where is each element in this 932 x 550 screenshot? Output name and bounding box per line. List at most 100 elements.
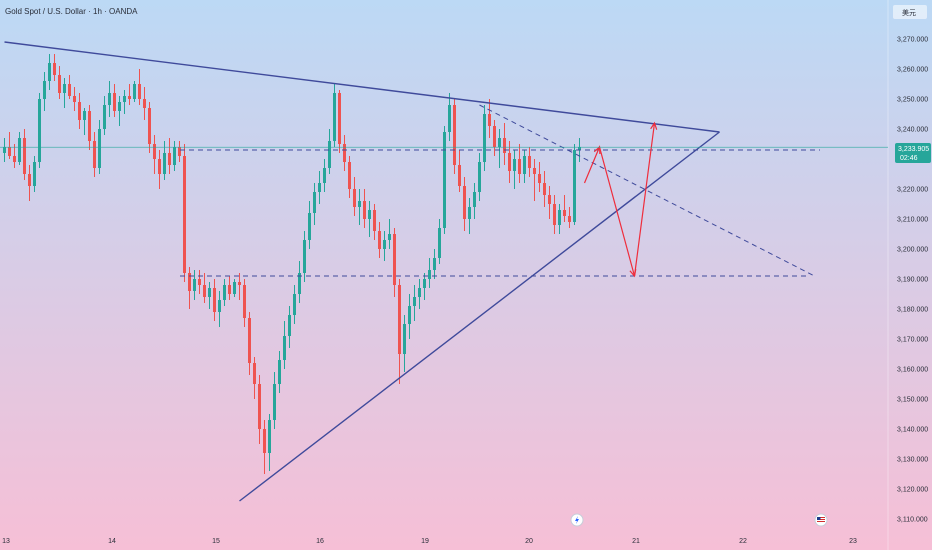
candle <box>523 150 526 183</box>
x-tick-label: 14 <box>108 538 116 545</box>
candle <box>333 84 336 147</box>
projection-path[interactable] <box>583 122 656 277</box>
candle <box>393 228 396 297</box>
candle <box>418 279 421 309</box>
candle <box>73 87 76 111</box>
candle <box>543 171 546 207</box>
candle <box>28 165 31 201</box>
candle <box>373 204 376 240</box>
candle <box>388 219 391 249</box>
y-tick-label: 3,250.000 <box>897 97 928 104</box>
projection-arrowhead <box>629 269 637 278</box>
candle <box>253 357 256 399</box>
candle <box>188 267 191 309</box>
candle <box>103 96 106 135</box>
candle <box>448 93 451 141</box>
y-tick-label: 3,220.000 <box>897 187 928 194</box>
y-tick-label: 3,120.000 <box>897 487 928 494</box>
candle <box>53 54 56 81</box>
currency-unit-label[interactable]: 美元 <box>902 8 916 17</box>
support-trendline[interactable] <box>239 131 720 502</box>
candle <box>48 54 51 90</box>
candle <box>238 273 241 300</box>
candle <box>453 99 456 174</box>
candle <box>538 162 541 192</box>
candle <box>143 87 146 120</box>
candle <box>283 321 286 369</box>
y-tick-label: 3,190.000 <box>897 277 928 284</box>
symbol-title[interactable]: Gold Spot / U.S. Dollar · 1h · OANDA <box>5 7 138 16</box>
candle <box>358 189 361 225</box>
candle <box>353 177 356 216</box>
candle <box>78 93 81 129</box>
candle-countdown: 02:46 <box>900 155 918 162</box>
candle <box>493 120 496 156</box>
candle <box>173 141 176 171</box>
candle <box>113 84 116 117</box>
y-tick-label: 3,260.000 <box>897 67 928 74</box>
candle <box>58 66 61 99</box>
candle <box>438 219 441 264</box>
candle <box>548 186 551 219</box>
candle <box>308 201 311 249</box>
candle <box>488 99 491 138</box>
candle <box>193 270 196 300</box>
candle <box>43 72 46 111</box>
x-tick-label: 22 <box>739 538 747 545</box>
candle <box>23 129 26 180</box>
candle <box>228 276 231 300</box>
candle <box>458 150 461 192</box>
candle <box>478 153 481 201</box>
candle <box>423 273 426 300</box>
candle <box>183 144 186 282</box>
candle <box>463 177 466 231</box>
candle <box>518 144 521 183</box>
candle <box>303 231 306 282</box>
candle <box>328 129 331 174</box>
candles-layer <box>3 54 581 474</box>
candle <box>248 312 251 375</box>
candle <box>413 285 416 321</box>
x-tick-label: 16 <box>316 538 324 545</box>
candle <box>368 201 371 237</box>
y-tick-label: 3,200.000 <box>897 247 928 254</box>
candle <box>273 372 276 429</box>
last-price-value: 3,233.905 <box>898 146 929 153</box>
candle <box>313 183 316 225</box>
x-tick-label: 19 <box>421 538 429 545</box>
candle <box>408 294 411 339</box>
y-tick-label: 3,160.000 <box>897 367 928 374</box>
candle <box>468 198 471 234</box>
candle <box>258 375 261 444</box>
time-axis[interactable]: 13 14 15 16 19 20 21 22 23 <box>2 538 857 545</box>
candle <box>8 132 11 159</box>
candle <box>138 69 141 105</box>
candle <box>83 108 86 135</box>
candle <box>223 279 226 306</box>
candle <box>3 138 6 162</box>
x-tick-label: 13 <box>2 538 10 545</box>
candle <box>338 90 341 153</box>
x-tick-label: 21 <box>632 538 640 545</box>
lightning-icon[interactable] <box>570 513 584 527</box>
candle <box>428 258 431 288</box>
candle <box>198 270 201 294</box>
candle <box>573 144 576 225</box>
candle <box>343 135 346 171</box>
candle <box>208 282 211 309</box>
projection-arrowhead <box>650 121 658 130</box>
candle <box>148 102 151 153</box>
candle <box>473 183 476 219</box>
candle <box>558 204 561 234</box>
us-flag-icon[interactable] <box>814 513 828 527</box>
candle <box>533 159 536 201</box>
candle <box>233 279 236 297</box>
currency-unit-box[interactable] <box>893 5 927 19</box>
candle <box>18 132 21 165</box>
candle <box>563 195 566 222</box>
candle <box>128 84 131 105</box>
resistance-trendline[interactable] <box>4 41 720 133</box>
candle <box>13 144 16 168</box>
